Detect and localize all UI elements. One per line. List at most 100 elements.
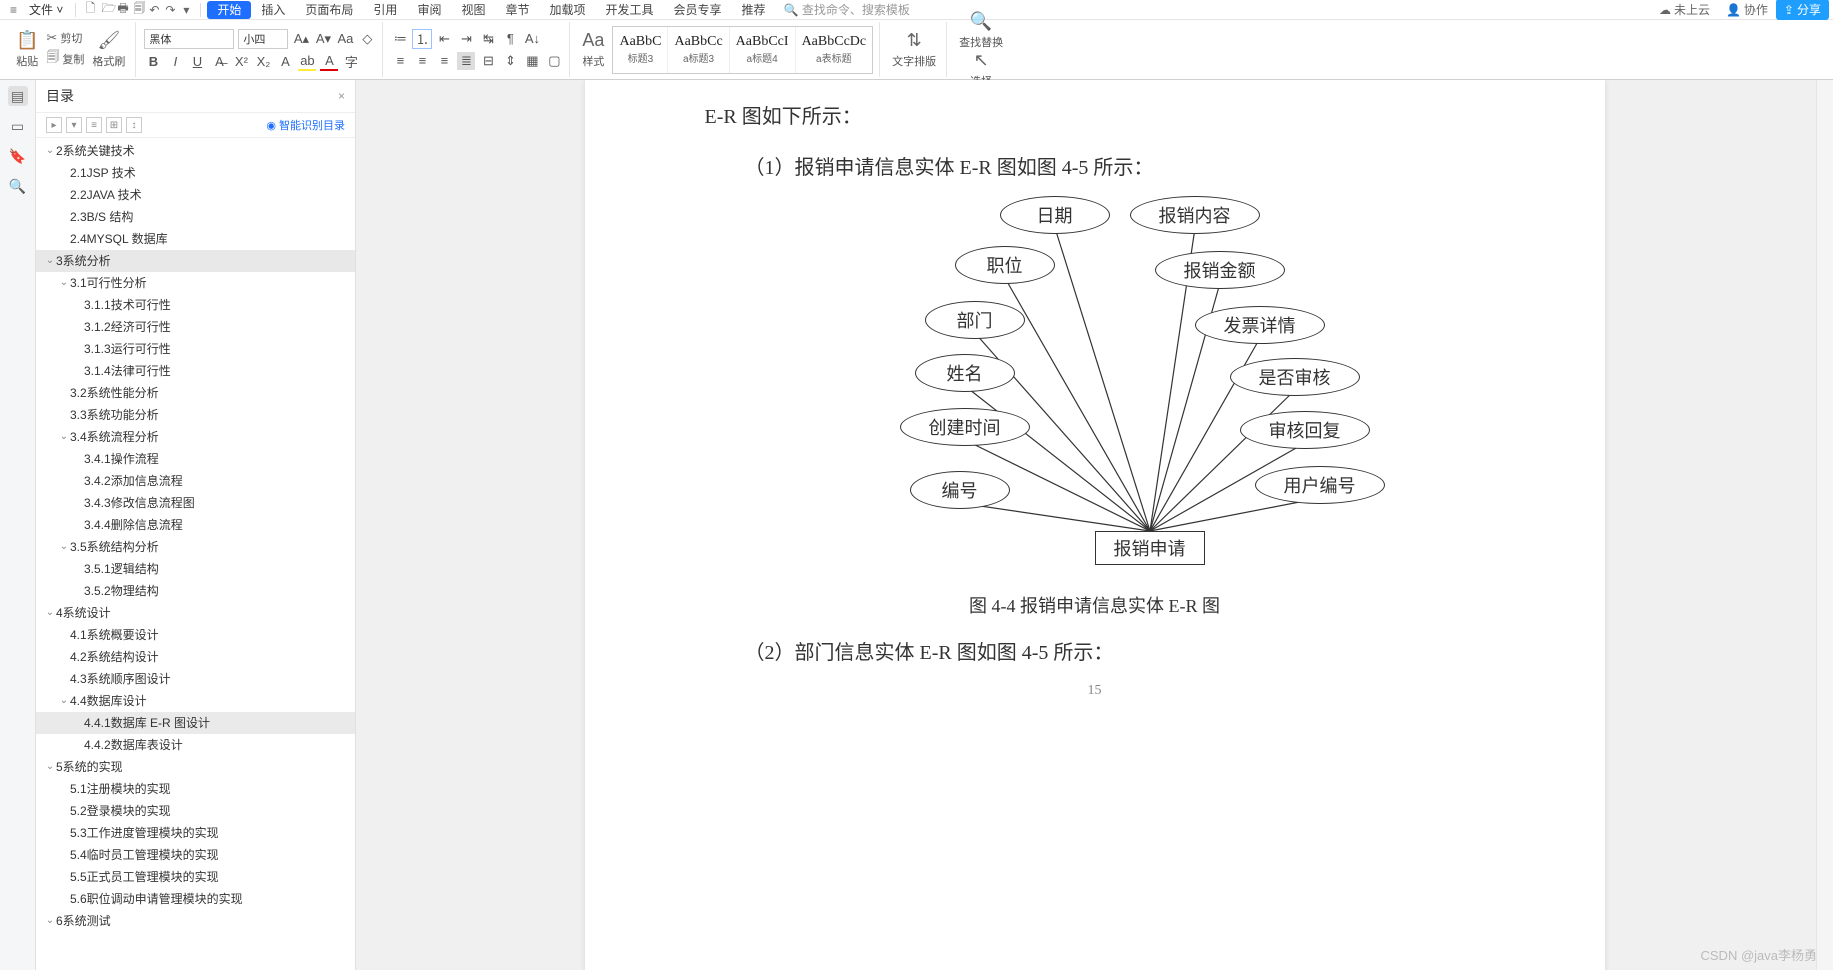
share-button[interactable]: ⇪ 分享 [1776, 0, 1829, 20]
toc-item[interactable]: ⌄6系统测试 [36, 910, 355, 932]
paste-button[interactable]: 📋粘贴 [12, 30, 42, 69]
toc-item[interactable]: 2.1JSP 技术 [36, 162, 355, 184]
format-painter-button[interactable]: 🖌格式刷 [88, 30, 129, 69]
toc-item[interactable]: ⌄3.4系统流程分析 [36, 426, 355, 448]
toc-item[interactable]: ⌄4.4数据库设计 [36, 690, 355, 712]
toc-item[interactable]: 3.1.4法律可行性 [36, 360, 355, 382]
toc-close-icon[interactable]: × [338, 89, 345, 103]
menu-tab-4[interactable]: 审阅 [407, 1, 451, 19]
redo-icon[interactable]: ↷ [162, 3, 178, 17]
toc-item[interactable]: ⌄4系统设计 [36, 602, 355, 624]
toc-item[interactable]: 3.4.1操作流程 [36, 448, 355, 470]
toc-item[interactable]: 5.5正式员工管理模块的实现 [36, 866, 355, 888]
toc-item[interactable]: 3.2系统性能分析 [36, 382, 355, 404]
outdent-icon[interactable]: ⇤ [435, 30, 453, 48]
collab-button[interactable]: 👤 协作 [1718, 1, 1776, 18]
toc-tool-4[interactable]: ⊞ [106, 117, 122, 133]
grow-font-icon[interactable]: A▴ [292, 30, 310, 48]
menu-tab-9[interactable]: 会员专享 [664, 1, 732, 19]
line-spacing-icon[interactable]: ⇕ [501, 52, 519, 70]
toc-item[interactable]: 2.2JAVA 技术 [36, 184, 355, 206]
phonetic-icon[interactable]: 字 [342, 53, 360, 71]
toc-item[interactable]: 4.4.1数据库 E-R 图设计 [36, 712, 355, 734]
align-center-icon[interactable]: ≡ [413, 52, 431, 70]
toc-item[interactable]: 3.1.2经济可行性 [36, 316, 355, 338]
change-case-icon[interactable]: Aa [336, 30, 354, 48]
toc-item[interactable]: 3.3系统功能分析 [36, 404, 355, 426]
new-doc-icon[interactable]: 🗋 [82, 0, 98, 20]
text-effect-icon[interactable]: A [276, 53, 294, 71]
shrink-font-icon[interactable]: A▾ [314, 30, 332, 48]
align-justify-icon[interactable]: ≣ [457, 52, 475, 70]
menu-tab-6[interactable]: 章节 [495, 1, 539, 19]
toc-item[interactable]: 3.1.3运行可行性 [36, 338, 355, 360]
toc-item[interactable]: 5.2登录模块的实现 [36, 800, 355, 822]
smart-toc-button[interactable]: ◉智能识别目录 [266, 117, 345, 133]
toc-item[interactable]: 5.4临时员工管理模块的实现 [36, 844, 355, 866]
toc-item[interactable]: 3.1.1技术可行性 [36, 294, 355, 316]
menu-tab-8[interactable]: 开发工具 [596, 1, 664, 19]
font-size-select[interactable]: 小四 [238, 29, 288, 49]
borders-icon[interactable]: ▢ [545, 52, 563, 70]
toc-item[interactable]: 4.3系统顺序图设计 [36, 668, 355, 690]
toc-item[interactable]: 4.4.2数据库表设计 [36, 734, 355, 756]
print-icon[interactable]: 🖶 [114, 0, 130, 20]
menu-tab-3[interactable]: 引用 [363, 1, 407, 19]
clear-format-icon[interactable]: ◇ [358, 30, 376, 48]
toc-item[interactable]: 3.4.4删除信息流程 [36, 514, 355, 536]
toc-item[interactable]: ⌄3系统分析 [36, 250, 355, 272]
toc-item[interactable]: 5.3工作进度管理模块的实现 [36, 822, 355, 844]
superscript-icon[interactable]: X² [232, 53, 250, 71]
bullets-icon[interactable]: ≔ [391, 30, 409, 48]
style-item[interactable]: AaBbCcDca表标题 [796, 27, 873, 73]
toc-item[interactable]: 3.4.2添加信息流程 [36, 470, 355, 492]
more-icon[interactable]: ▾ [178, 3, 194, 17]
toc-item[interactable]: 5.6职位调动申请管理模块的实现 [36, 888, 355, 910]
subscript-icon[interactable]: X₂ [254, 53, 272, 71]
toc-item[interactable]: 2.4MYSQL 数据库 [36, 228, 355, 250]
align-left-icon[interactable]: ≡ [391, 52, 409, 70]
toc-item[interactable]: 3.4.3修改信息流程图 [36, 492, 355, 514]
toc-item[interactable]: 3.5.1逻辑结构 [36, 558, 355, 580]
file-menu[interactable]: 文件 ˅ [23, 1, 69, 18]
menu-tab-1[interactable]: 插入 [251, 1, 295, 19]
hamburger-icon[interactable]: ≡ [4, 3, 23, 17]
indent-icon[interactable]: ⇥ [457, 30, 475, 48]
menu-tab-0[interactable]: 开始 [207, 1, 251, 19]
toc-tool-1[interactable]: ▸ [46, 117, 62, 133]
style-item[interactable]: AaBbCca标题3 [668, 27, 729, 73]
search-tab-icon[interactable]: 🔍 [8, 176, 28, 196]
bookmark-tab-icon[interactable]: 🔖 [8, 146, 28, 166]
font-name-select[interactable]: 黑体 [144, 29, 234, 49]
cut-button[interactable]: ✂剪切 [46, 30, 84, 46]
text-layout-button[interactable]: ⇅文字排版 [888, 30, 940, 69]
distribute-icon[interactable]: ⊟ [479, 52, 497, 70]
styles-button[interactable]: Aa样式 [578, 30, 608, 69]
style-item[interactable]: AaBbC标题3 [613, 27, 668, 73]
toc-tool-3[interactable]: ≡ [86, 117, 102, 133]
highlight-icon[interactable]: ab [298, 53, 316, 71]
style-item[interactable]: AaBbCcIa标题4 [730, 27, 796, 73]
sort-icon[interactable]: A↓ [523, 30, 541, 48]
toc-tool-2[interactable]: ▾ [66, 117, 82, 133]
menu-tab-7[interactable]: 加载项 [539, 1, 595, 19]
menu-tab-2[interactable]: 页面布局 [295, 1, 363, 19]
print-preview-icon[interactable]: 🗐 [130, 0, 146, 20]
toc-item[interactable]: 4.1系统概要设计 [36, 624, 355, 646]
document-area[interactable]: E-R 图如下所示： （1）报销申请信息实体 E-R 图如图 4-5 所示： 日… [356, 80, 1833, 970]
font-color-icon[interactable]: A [320, 53, 338, 71]
underline-icon[interactable]: U [188, 53, 206, 71]
toc-item[interactable]: ⌄3.1可行性分析 [36, 272, 355, 294]
toc-tool-5[interactable]: ↕ [126, 117, 142, 133]
toc-tab-icon[interactable]: ▤ [8, 86, 28, 106]
menu-tab-10[interactable]: 推荐 [732, 1, 776, 19]
thumbnail-tab-icon[interactable]: ▭ [8, 116, 28, 136]
show-marks-icon[interactable]: ¶ [501, 30, 519, 48]
toc-item[interactable]: 2.3B/S 结构 [36, 206, 355, 228]
command-search[interactable]: 🔍 查找命令、搜索模板 [776, 1, 918, 18]
toc-item[interactable]: 5.1注册模块的实现 [36, 778, 355, 800]
italic-icon[interactable]: I [166, 53, 184, 71]
tab-icon[interactable]: ↹ [479, 30, 497, 48]
open-icon[interactable]: 🗁 [98, 0, 114, 20]
toc-item[interactable]: ⌄5系统的实现 [36, 756, 355, 778]
